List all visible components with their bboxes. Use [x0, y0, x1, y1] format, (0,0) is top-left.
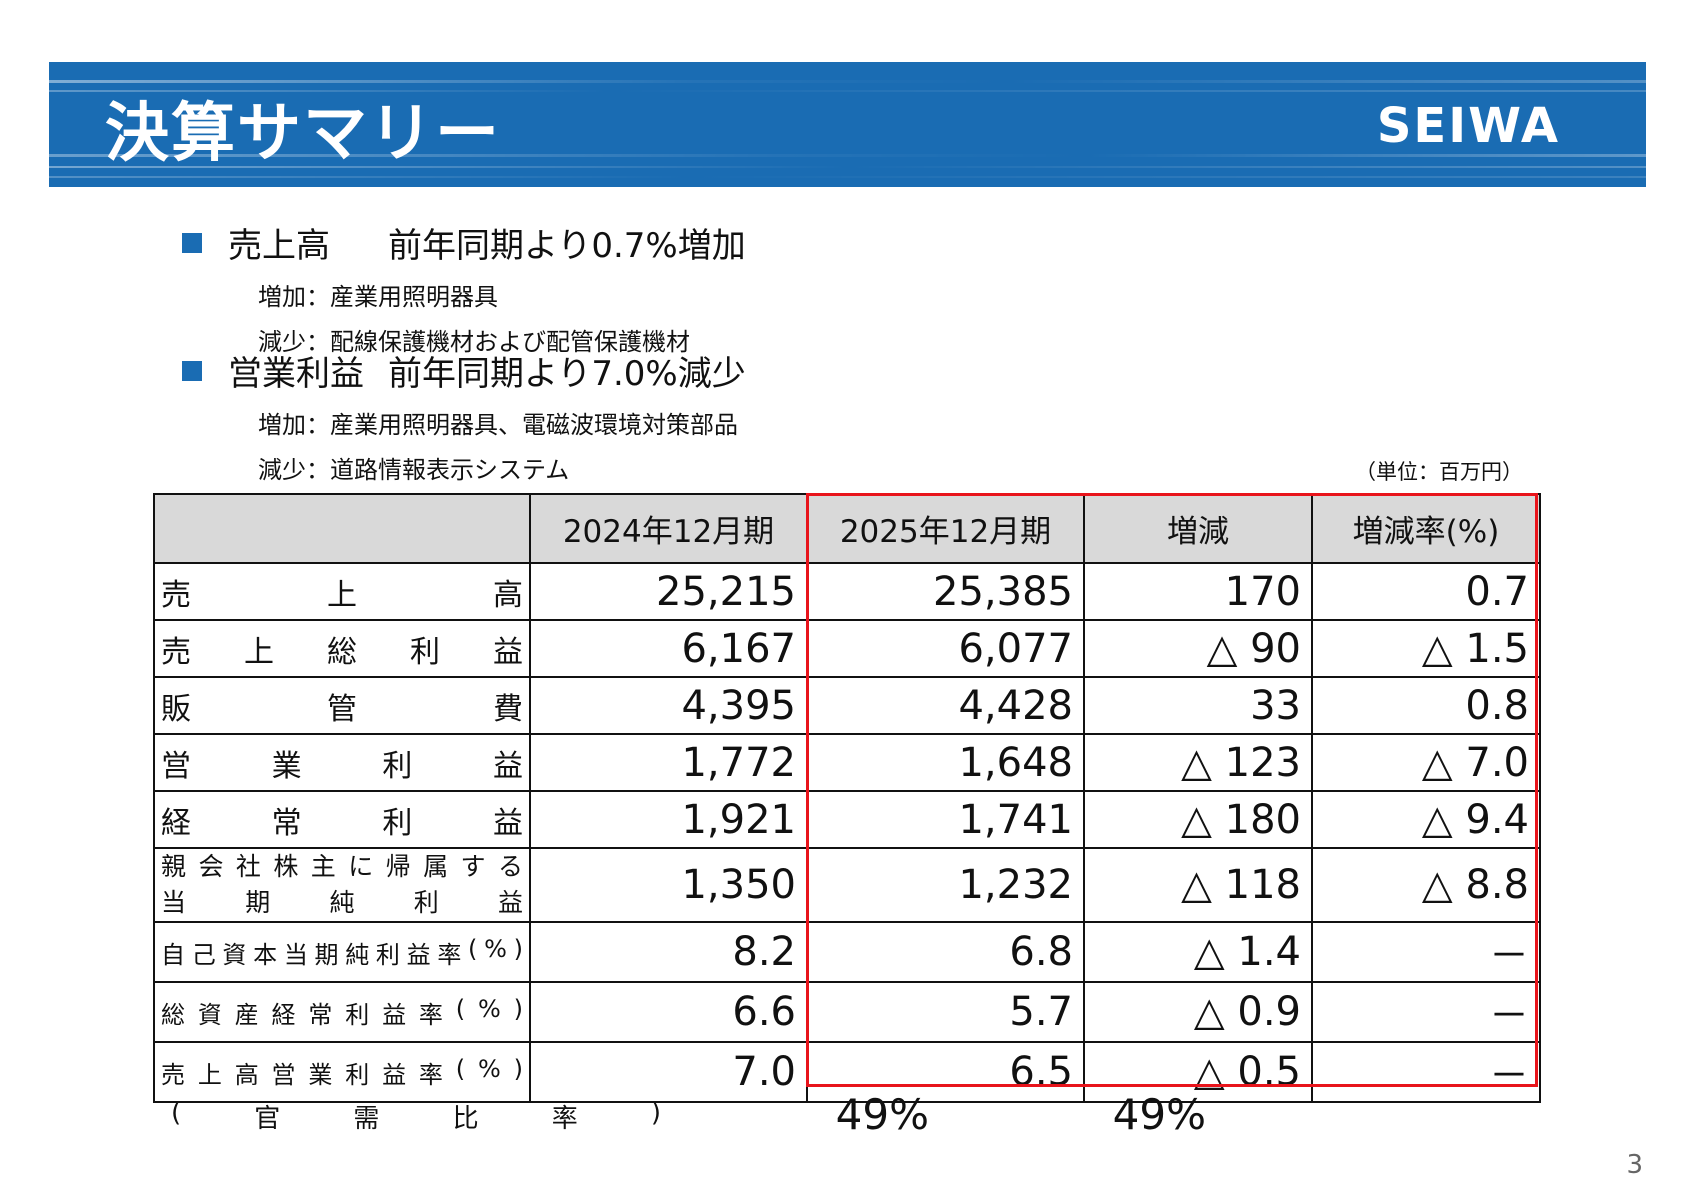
value-2025: 1,741 — [806, 790, 1085, 849]
header-cell-2024: 2024年12月期 — [529, 493, 808, 564]
table-row: 総 資 産 経 常 利 益 率 ( % ) 6.6 5.7 △ 0.9 － — [153, 981, 1541, 1043]
header-cell-change-rate: 増減率(%) — [1311, 493, 1541, 564]
value-change-rate: △ 1.5 — [1311, 619, 1541, 678]
value-change: 33 — [1083, 676, 1313, 735]
value-change: 170 — [1083, 562, 1313, 621]
value-2024: 4,395 — [529, 676, 808, 735]
sales-decrease-line: 減少：配線保護機材および配管保護機材 — [258, 328, 690, 356]
table-row: 営 業 利 益 1,772 1,648 △ 123 △ 7.0 — [153, 733, 1541, 792]
value-change-rate: － — [1311, 1041, 1541, 1103]
operating-profit-decrease-line: 減少：道路情報表示システム — [258, 456, 570, 484]
row-label: 売 上 高 — [153, 562, 531, 621]
row-label: 営 業 利 益 — [153, 733, 531, 792]
value-2024: 1,350 — [529, 847, 808, 923]
table-row: 親 会 社 株 主 に 帰 属 す る 当 期 純 — [153, 847, 1541, 923]
value-change-rate: △ 7.0 — [1311, 733, 1541, 792]
header-stripe — [49, 166, 1646, 168]
header-cell-label — [153, 493, 531, 564]
bullet-square-icon — [182, 360, 202, 381]
value-change-rate: － — [1311, 981, 1541, 1043]
table-row: 売 上 総 利 益 6,167 6,077 △ 90 △ 1.5 — [153, 619, 1541, 678]
value-2024: 6.6 — [529, 981, 808, 1043]
value-2025: 6.5 — [806, 1041, 1085, 1103]
table-header-row: 2024年12月期 2025年12月期 増減 増減率(%) — [153, 493, 1541, 564]
value-2024: 25,215 — [529, 562, 808, 621]
header-band: 決算サマリー SEIWA — [49, 62, 1646, 187]
operating-profit-increase-line: 増加：産業用照明器具、電磁波環境対策部品 — [258, 411, 738, 439]
operating-profit-description: 前年同期より7.0%減少 — [388, 354, 746, 394]
header-stripe — [49, 90, 1646, 92]
sales-increase-line: 増加：産業用照明器具 — [258, 283, 498, 311]
unit-note: （単位：百万円） — [1355, 460, 1523, 484]
sales-description: 前年同期より0.7%増加 — [388, 226, 746, 266]
value-change: △ 90 — [1083, 619, 1313, 678]
value-change-rate: 0.8 — [1311, 676, 1541, 735]
bullet-square-icon — [182, 232, 202, 253]
header-cell-change: 増減 — [1083, 493, 1313, 564]
value-2025: 1,232 — [806, 847, 1085, 923]
row-label: 売 上 高 営 業 利 益 率 ( % ) — [153, 1041, 531, 1103]
row-label: 自 己 資 本 当 期 純 利 益 率 ( % ) — [153, 921, 531, 983]
page-number: 3 — [1626, 1150, 1643, 1180]
government-demand-ratio-row: ( 官 需 比 率 ) 49% 49% — [153, 1090, 1206, 1140]
header-stripe — [49, 80, 1646, 83]
value-change-rate: △ 8.8 — [1311, 847, 1541, 923]
value-change-rate: 0.7 — [1311, 562, 1541, 621]
row-label: 売 上 総 利 益 — [153, 619, 531, 678]
table-row: 販 管 費 4,395 4,428 33 0.8 — [153, 676, 1541, 735]
operating-profit-summary: 営業利益 前年同期より7.0%減少 増加：産業用照明器具、電磁波環境対策部品 減… — [182, 346, 746, 485]
value-change: △ 180 — [1083, 790, 1313, 849]
value-change: △ 1.4 — [1083, 921, 1313, 983]
value-2025: 6,077 — [806, 619, 1085, 678]
row-label: 販 管 費 — [153, 676, 531, 735]
value-2025: 6.8 — [806, 921, 1085, 983]
value-change: △ 0.5 — [1083, 1041, 1313, 1103]
financial-summary-table: 2024年12月期 2025年12月期 増減 増減率(%) 売 上 高 25,2… — [153, 493, 1541, 1103]
value-2024: 1,772 — [529, 733, 808, 792]
header-stripe — [49, 176, 1646, 178]
value-2024: 8.2 — [529, 921, 808, 983]
row-label: 親 会 社 株 主 に 帰 属 す る 当 期 純 — [153, 847, 531, 923]
sales-summary: 売上高 前年同期より0.7%増加 増加：産業用照明器具 減少：配線保護機材および… — [182, 218, 746, 357]
company-logo: SEIWA — [1376, 98, 1560, 154]
value-change: △ 0.9 — [1083, 981, 1313, 1043]
value-2024: 7.0 — [529, 1041, 808, 1103]
value-2025: 1,648 — [806, 733, 1085, 792]
value-2025: 25,385 — [806, 562, 1085, 621]
value-change: △ 118 — [1083, 847, 1313, 923]
row-label: 総 資 産 経 常 利 益 率 ( % ) — [153, 981, 531, 1043]
page-title: 決算サマリー — [105, 97, 501, 171]
value-2024: 6,167 — [529, 619, 808, 678]
table-row: 自 己 資 本 当 期 純 利 益 率 ( % ) 8.2 6.8 △ 1.4 — [153, 921, 1541, 983]
sales-label: 売上高 — [228, 226, 330, 266]
table-row: 経 常 利 益 1,921 1,741 △ 180 △ 9.4 — [153, 790, 1541, 849]
value-2024: 1,921 — [529, 790, 808, 849]
value-change-rate: － — [1311, 921, 1541, 983]
government-demand-ratio-2025: 49% — [1112, 1090, 1206, 1139]
header-cell-2025: 2025年12月期 — [806, 493, 1085, 564]
row-label: 経 常 利 益 — [153, 790, 531, 849]
government-demand-ratio-label: ( 官 需 比 率 ) — [171, 1098, 661, 1134]
value-change: △ 123 — [1083, 733, 1313, 792]
value-2025: 4,428 — [806, 676, 1085, 735]
government-demand-ratio-2024: 49% — [835, 1090, 929, 1139]
table-row: 売 上 高 25,215 25,385 170 0.7 — [153, 562, 1541, 621]
header-stripe — [49, 154, 1646, 157]
value-change-rate: △ 9.4 — [1311, 790, 1541, 849]
operating-profit-label: 営業利益 — [228, 354, 364, 394]
table-row: 売 上 高 営 業 利 益 率 ( % ) 7.0 6.5 △ 0.5 － — [153, 1041, 1541, 1103]
value-2025: 5.7 — [806, 981, 1085, 1043]
